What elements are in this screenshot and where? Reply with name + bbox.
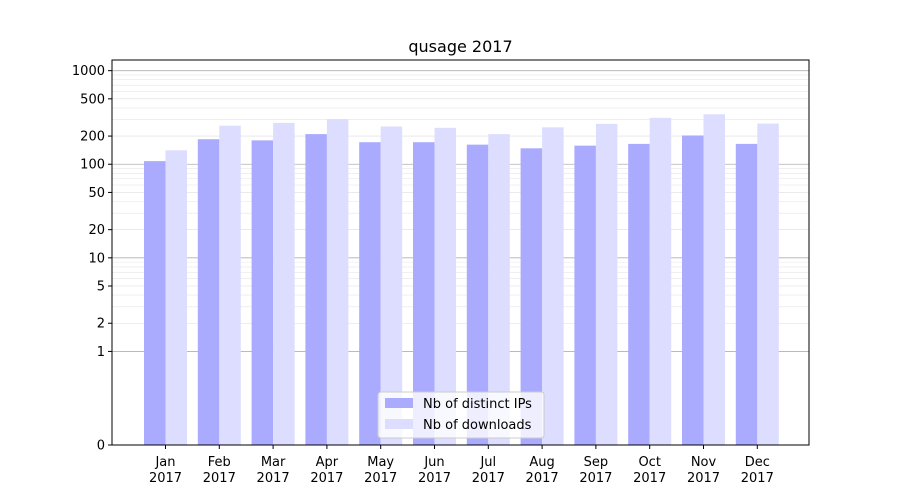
legend-swatch-distinct-ips — [385, 398, 413, 408]
bar-distinct-ips — [682, 135, 704, 445]
x-tick-label: Jan 2017 — [149, 455, 182, 486]
bar-downloads — [649, 117, 672, 445]
y-tick-label: 2 — [97, 317, 105, 332]
plot-frame — [111, 59, 810, 446]
y-tick-label: 0 — [97, 439, 105, 454]
bar-downloads — [757, 123, 779, 445]
legend-frame — [377, 391, 545, 439]
bar-downloads — [165, 150, 187, 445]
y-tick-label: 100 — [80, 158, 105, 173]
y-tick-label: 50 — [88, 186, 105, 201]
x-tick-label: Jun 2017 — [418, 455, 451, 486]
x-tick-label: Feb 2017 — [203, 455, 236, 486]
x-tick-label: Apr 2017 — [310, 455, 343, 486]
bar-distinct-ips — [574, 145, 596, 445]
x-tick-label: Mar 2017 — [257, 455, 290, 486]
bar-distinct-ips — [735, 143, 758, 445]
bars — [144, 114, 779, 446]
bar-distinct-ips — [628, 143, 650, 445]
x-tick-label: Sep 2017 — [579, 455, 612, 486]
y-tick-label: 200 — [80, 130, 105, 145]
bar-distinct-ips — [466, 144, 489, 445]
bar-distinct-ips — [197, 139, 220, 445]
bar-downloads — [595, 123, 618, 445]
bar-downloads — [326, 119, 349, 446]
bar-distinct-ips — [251, 140, 274, 445]
y-tick-label: 5 — [97, 280, 105, 295]
x-tick-label: Nov 2017 — [687, 455, 720, 486]
bar-downloads — [703, 114, 725, 445]
y-axis: 0 1 2 5 10 20 50 100 200 500 1000 — [72, 64, 112, 454]
x-tick-label: Aug 2017 — [526, 455, 559, 486]
bar-distinct-ips — [305, 134, 327, 446]
y-tick-label: 1000 — [72, 64, 105, 79]
y-tick-label: 20 — [88, 223, 105, 238]
legend-label-downloads: Nb of downloads — [423, 418, 532, 433]
bar-distinct-ips — [359, 142, 381, 445]
bar-distinct-ips — [413, 142, 435, 445]
bar-downloads — [488, 134, 510, 446]
bar-downloads — [434, 127, 456, 445]
bar-downloads — [380, 126, 403, 446]
bar-downloads — [219, 125, 241, 445]
legend-label-distinct-ips: Nb of distinct IPs — [423, 397, 532, 412]
bar-downloads — [273, 122, 295, 445]
x-tick-label: Oct 2017 — [633, 455, 666, 486]
legend-swatch-downloads — [385, 419, 413, 429]
bar-distinct-ips — [144, 161, 166, 445]
x-tick-label: May 2017 — [364, 455, 397, 486]
legend: Nb of distinct IPs Nb of downloads — [377, 391, 545, 439]
y-tick-label: 1 — [97, 345, 105, 360]
y-tick-label: 10 — [88, 251, 105, 266]
chart-title: qusage 2017 — [408, 37, 512, 56]
bar-distinct-ips — [520, 148, 543, 446]
x-axis: Jan 2017 Feb 2017 Mar 2017 Apr 2017 May 2017 Jun 20… — [149, 445, 774, 486]
bar-downloads — [542, 127, 564, 445]
x-tick-label: Jul 2017 — [472, 455, 505, 486]
x-tick-label: Dec 2017 — [741, 455, 774, 486]
y-tick-label: 500 — [80, 92, 105, 107]
